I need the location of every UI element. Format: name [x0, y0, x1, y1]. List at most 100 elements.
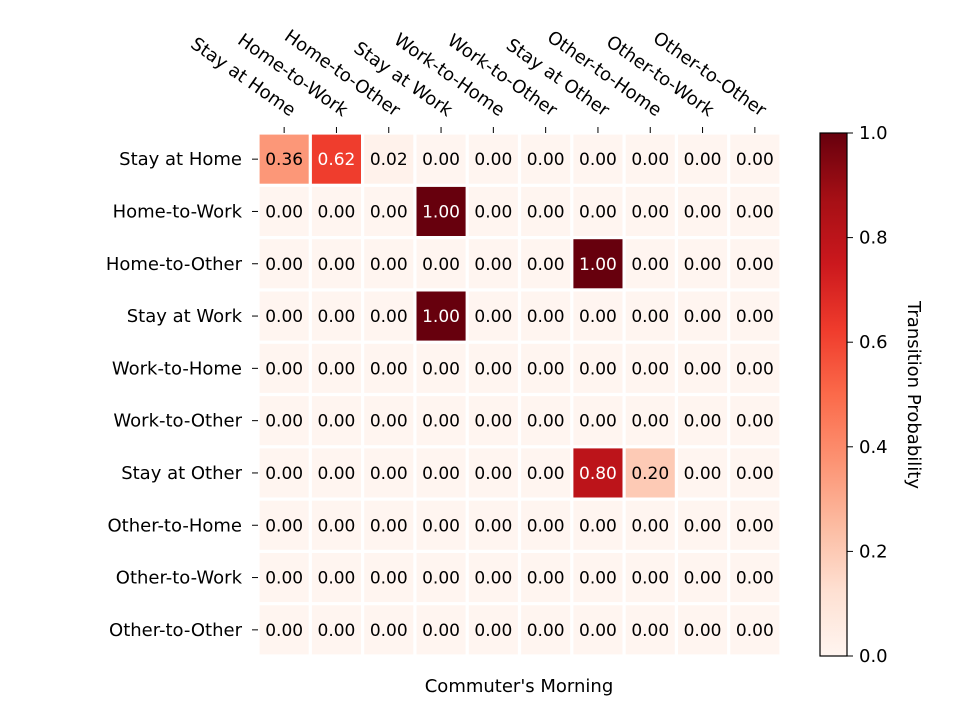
heatmap-cell [468, 448, 518, 498]
cell-value-label: 0.00 [631, 516, 669, 536]
heatmap-cell [259, 605, 309, 655]
heatmap-cell [416, 500, 466, 550]
cell-value-label: 0.00 [318, 255, 356, 275]
heatmap-cell [573, 134, 623, 184]
cell-value-label: 0.00 [579, 359, 617, 379]
heatmap-cell [311, 343, 361, 393]
heatmap-cell [259, 186, 309, 236]
cell-value-label: 0.00 [579, 202, 617, 222]
cell-value-label: 0.00 [422, 516, 460, 536]
y-tick-label: Other-to-Home [107, 515, 242, 536]
heatmap-cell [311, 239, 361, 289]
cell-value-label: 0.00 [422, 569, 460, 589]
cell-value-label: 0.00 [265, 307, 303, 327]
heatmap-cell [573, 239, 623, 289]
cell-value-label: 0.00 [265, 464, 303, 484]
heatmap-cell [573, 186, 623, 236]
heatmap-cell [678, 396, 728, 446]
cell-value-label: 1.00 [579, 255, 617, 275]
heatmap-cell [416, 396, 466, 446]
y-tick-label: Other-to-Other [109, 620, 243, 641]
heatmap-cell [311, 291, 361, 341]
heatmap-cell [573, 291, 623, 341]
heatmap-cell [416, 605, 466, 655]
cell-value-label: 0.00 [736, 359, 774, 379]
cell-value-label: 0.00 [265, 202, 303, 222]
cell-value-label: 0.00 [684, 412, 722, 432]
heatmap-cell [625, 448, 675, 498]
y-tick-label: Home-to-Other [106, 254, 243, 275]
heatmap-cell [468, 396, 518, 446]
cell-value-label: 0.00 [265, 516, 303, 536]
heatmap-cell [311, 448, 361, 498]
cell-value-label: 0.00 [318, 464, 356, 484]
colorbar-tick-label: 0.8 [859, 228, 888, 249]
heatmap-cell [573, 605, 623, 655]
heatmap-cell [678, 134, 728, 184]
heatmap-cell [678, 291, 728, 341]
cell-value-label: 0.00 [631, 307, 669, 327]
cell-value-label: 0.00 [579, 412, 617, 432]
heatmap-cell [468, 186, 518, 236]
cell-value-label: 0.00 [265, 569, 303, 589]
heatmap-cell [259, 396, 309, 446]
colorbar: 0.0 0.2 0.4 0.6 0.8 1.0 Transition Probabilit… [819, 123, 924, 667]
heatmap-cell [573, 343, 623, 393]
cell-value-label: 0.00 [422, 621, 460, 641]
cell-value-label: 0.00 [684, 569, 722, 589]
y-tick-label: Home-to-Work [113, 201, 243, 222]
heatmap-cell [364, 500, 414, 550]
cell-value-label: 0.00 [684, 307, 722, 327]
heatmap-cell [678, 239, 728, 289]
cell-value-label: 0.00 [422, 359, 460, 379]
heatmap-cell [521, 396, 571, 446]
heatmap-cell [364, 343, 414, 393]
heatmap-cell [468, 291, 518, 341]
heatmap-cell [311, 605, 361, 655]
cell-value-label: 0.02 [370, 150, 408, 170]
heatmap-cell [730, 134, 780, 184]
cell-value-label: 0.00 [370, 359, 408, 379]
heatmap-cells [259, 134, 780, 655]
cell-value-label: 0.00 [527, 621, 565, 641]
heatmap-cell [259, 343, 309, 393]
cell-value-label: 0.00 [318, 621, 356, 641]
cell-value-label: 0.00 [370, 255, 408, 275]
cell-value-label: 0.00 [631, 412, 669, 432]
heatmap-cell [364, 239, 414, 289]
cell-value-label: 0.80 [579, 464, 617, 484]
heatmap-cell [730, 396, 780, 446]
cell-value-label: 0.00 [370, 307, 408, 327]
cell-value-label: 0.00 [684, 150, 722, 170]
x-axis-ticks: Stay at HomeHome-to-WorkHome-to-OtherSta… [187, 26, 771, 133]
cell-value-label: 0.00 [527, 150, 565, 170]
heatmap-cell [311, 134, 361, 184]
cell-value-label: 0.00 [527, 412, 565, 432]
heatmap-cell [625, 500, 675, 550]
heatmap-cell [678, 500, 728, 550]
heatmap-cell [468, 605, 518, 655]
heatmap-cell [364, 186, 414, 236]
heatmap-cell [521, 239, 571, 289]
cell-value-label: 0.00 [474, 202, 512, 222]
heatmap-cell [625, 186, 675, 236]
cell-value-label: 0.00 [474, 464, 512, 484]
heatmap-cell [468, 553, 518, 603]
cell-value-label: 0.00 [370, 516, 408, 536]
cell-value-label: 0.00 [474, 516, 512, 536]
cell-value-label: 0.00 [736, 464, 774, 484]
cell-value-label: 0.00 [631, 202, 669, 222]
heatmap-cell [468, 343, 518, 393]
heatmap-cell [521, 553, 571, 603]
heatmap-cell [468, 500, 518, 550]
heatmap-cell [468, 134, 518, 184]
cell-value-label: 0.00 [265, 359, 303, 379]
heatmap-cell [625, 291, 675, 341]
colorbar-tick-label: 1.0 [859, 123, 888, 144]
cell-value-label: 0.00 [736, 255, 774, 275]
heatmap-cell [364, 553, 414, 603]
heatmap-cell [730, 500, 780, 550]
colorbar-tick-label: 0.4 [859, 437, 888, 458]
heatmap-cell [625, 239, 675, 289]
y-tick-label: Stay at Home [119, 149, 242, 170]
